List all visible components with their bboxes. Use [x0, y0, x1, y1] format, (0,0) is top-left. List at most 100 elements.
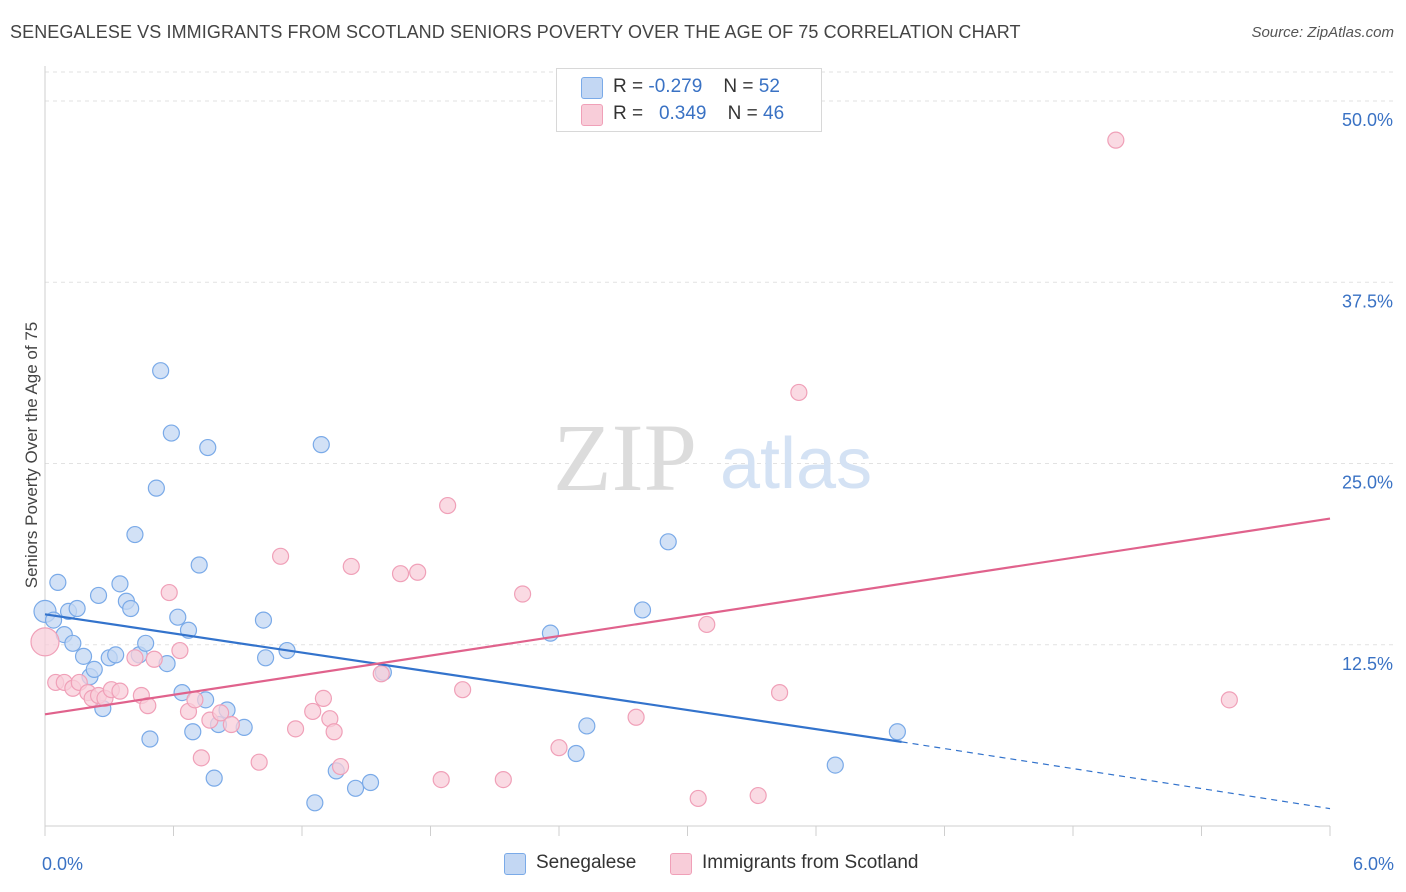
point-scotland: [171, 641, 189, 660]
point-scotland: [391, 565, 410, 583]
point-scotland: [698, 615, 716, 634]
legend-n-value: 46: [763, 103, 785, 124]
point-senegalese: [169, 608, 187, 626]
tick-labels: 12.5% 25.0% 37.5% 50.0% 0.0% 6.0%: [42, 110, 1394, 874]
legend-label-scotland: Immigrants from Scotland: [702, 852, 919, 873]
point-scotland: [222, 715, 240, 734]
legend-swatch-scotland: [670, 853, 692, 875]
point-scotland: [1220, 691, 1238, 709]
point-senegalese: [89, 586, 108, 605]
x-tick-label: 6.0%: [1353, 854, 1394, 874]
point-senegalese: [137, 634, 155, 652]
point-scotland: [325, 723, 343, 741]
point-scotland: [271, 547, 290, 565]
y-axis-label: Seniors Poverty Over the Age of 75: [22, 321, 41, 589]
point-scotland: [111, 682, 129, 700]
point-scotland: [30, 627, 60, 657]
legend-r-label: R =: [613, 76, 644, 97]
point-scotland: [439, 496, 457, 515]
point-scotland: [212, 704, 230, 722]
point-senegalese: [254, 611, 273, 629]
y-tick-label: 25.0%: [1342, 473, 1393, 493]
correlation-legend: R = -0.279 N = 52 R = 0.349 N = 46: [556, 68, 822, 132]
point-senegalese: [578, 717, 596, 735]
point-senegalese: [147, 479, 165, 497]
y-tick-label: 12.5%: [1342, 654, 1393, 674]
legend-n-label: N =: [723, 76, 754, 97]
point-senegalese: [190, 556, 208, 574]
data-points: [30, 131, 1238, 812]
point-senegalese: [199, 438, 217, 457]
point-scotland: [627, 708, 645, 726]
watermark: ZIP atlas: [553, 404, 872, 511]
legend-r-value: 0.349: [658, 103, 707, 124]
chart-title: SENEGALESE VS IMMIGRANTS FROM SCOTLAND S…: [10, 22, 1021, 42]
point-senegalese: [256, 649, 275, 667]
point-scotland: [304, 702, 322, 721]
point-scotland: [689, 789, 707, 808]
point-senegalese: [888, 723, 906, 741]
point-senegalese: [152, 362, 170, 380]
point-senegalese: [306, 794, 324, 812]
point-scotland: [790, 383, 808, 402]
point-senegalese: [68, 599, 86, 618]
point-senegalese: [64, 634, 82, 652]
point-senegalese: [162, 424, 180, 442]
chart-source: Source: ZipAtlas.com: [1251, 24, 1394, 41]
legend-swatch-scotland: [581, 104, 603, 126]
point-scotland: [372, 665, 390, 683]
point-scotland: [1107, 131, 1125, 149]
point-scotland: [770, 683, 789, 702]
point-senegalese: [633, 601, 652, 619]
point-senegalese: [659, 533, 677, 551]
gridlines: [45, 71, 1395, 646]
point-scotland: [192, 749, 210, 767]
point-senegalese: [107, 646, 125, 664]
point-scotland: [250, 753, 268, 771]
point-scotland: [494, 770, 512, 789]
point-senegalese: [49, 573, 67, 592]
point-senegalese: [361, 773, 380, 792]
point-scotland: [160, 583, 178, 602]
point-scotland: [454, 681, 472, 699]
trend-line-scotland: [44, 517, 1331, 716]
legend-swatch-senegalese: [504, 853, 526, 875]
legend-r-label: R =: [613, 103, 644, 124]
legend-swatch-senegalese: [581, 77, 603, 99]
point-scotland: [145, 650, 163, 668]
point-senegalese: [184, 723, 202, 741]
trend-extension-senegalese: [901, 741, 1331, 810]
point-senegalese: [126, 525, 144, 544]
trend-line-senegalese: [44, 613, 902, 743]
point-senegalese: [205, 769, 223, 787]
point-scotland: [550, 739, 568, 757]
point-scotland: [126, 649, 144, 667]
point-senegalese: [111, 575, 129, 593]
legend-label-senegalese: Senegalese: [536, 852, 637, 873]
point-scotland: [342, 557, 360, 576]
axes: [44, 66, 1331, 836]
point-scotland: [286, 720, 305, 738]
point-senegalese: [74, 647, 93, 665]
legend-n-value: 52: [758, 76, 780, 97]
trend-lines: [44, 517, 1331, 810]
y-tick-label: 50.0%: [1342, 110, 1393, 130]
point-senegalese: [122, 599, 140, 618]
point-senegalese: [141, 730, 159, 748]
legend-n-label: N =: [727, 103, 758, 124]
point-scotland: [749, 786, 767, 805]
legend-r-value: -0.279: [648, 76, 703, 97]
point-senegalese: [826, 756, 844, 774]
x-tick-label: 0.0%: [42, 854, 83, 874]
watermark-atlas: atlas: [720, 424, 872, 504]
point-scotland: [432, 770, 450, 789]
point-scotland: [186, 691, 204, 709]
point-scotland: [331, 757, 350, 776]
y-tick-label: 37.5%: [1342, 291, 1393, 311]
point-senegalese: [312, 436, 330, 454]
point-scotland: [314, 689, 333, 708]
watermark-zip: ZIP: [553, 404, 697, 511]
point-scotland: [513, 585, 532, 603]
point-scotland: [409, 563, 427, 581]
